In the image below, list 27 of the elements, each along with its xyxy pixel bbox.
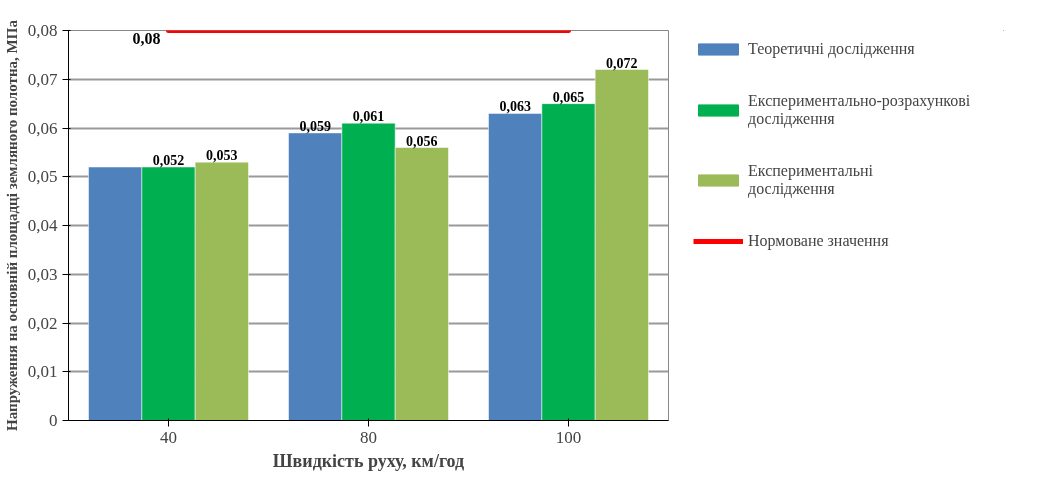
x-tick-label: 80 [360,427,377,447]
data-label: 0,063 [499,99,531,115]
data-label: 0,053 [206,148,238,164]
y-tick-label: 0,06 [27,118,58,138]
data-label: 0,072 [606,55,638,71]
data-label: 0,08 [132,29,161,47]
y-tick-label: 0,04 [27,216,58,235]
y-tick-label: 0,05 [27,167,58,187]
data-label: 0,052 [152,153,185,168]
y-tick-label: 0,01 [27,362,58,382]
x-tick-label: 100 [555,427,582,447]
y-tick-label: 0 [49,411,58,430]
x-tick-label: 40 [160,427,177,447]
y-tick-label: 0,03 [27,264,58,284]
legend-label: Експериментальні дослідження [748,162,873,198]
data-label: 0,056 [406,133,438,149]
data-label: 0,065 [552,89,585,105]
legend-label: Експериментально-розрахункові дослідження [748,92,971,128]
legend-label: Нормоване значення [748,232,889,250]
legend-label: Теоретичні дослідження [748,40,915,58]
y-tick-label: 0,02 [27,313,58,333]
x-axis-title: Швидкість руху, км/год [272,450,465,471]
data-label: 0,061 [352,109,385,125]
y-tick-label: 0,07 [27,69,58,89]
y-axis-title: Напруження на основній площадці земляного полотна, МПа [3,19,20,431]
data-label: 0,059 [299,118,331,134]
y-tick-label: 0,08 [27,21,58,40]
